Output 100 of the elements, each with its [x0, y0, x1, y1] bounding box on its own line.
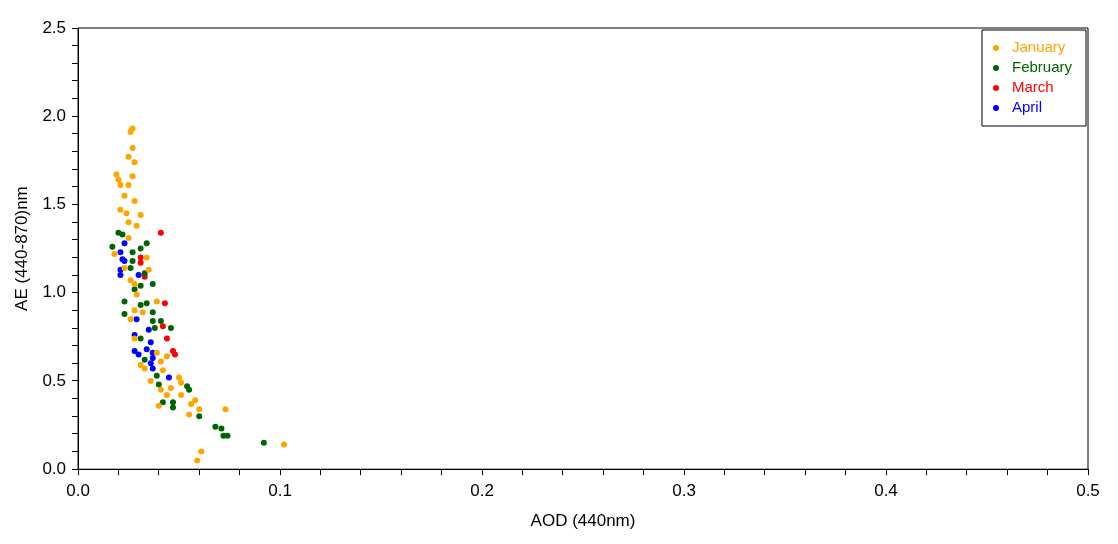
point — [153, 298, 160, 305]
point — [161, 300, 168, 307]
point — [143, 254, 150, 261]
point — [121, 298, 128, 305]
point — [137, 302, 144, 309]
point — [131, 286, 138, 293]
point — [159, 399, 166, 406]
point — [178, 379, 185, 386]
point — [137, 259, 144, 266]
point — [147, 377, 154, 384]
point — [121, 265, 128, 272]
legend-label: March — [1011, 78, 1054, 96]
point — [198, 448, 205, 455]
point — [139, 309, 146, 316]
point — [117, 182, 124, 189]
point — [137, 362, 144, 369]
point — [143, 240, 150, 247]
point — [131, 307, 138, 314]
point — [133, 222, 140, 229]
point — [129, 145, 136, 152]
point — [127, 129, 134, 136]
x-tick-label: 0.0 — [66, 481, 90, 501]
y-tick-label: 0.0 — [42, 458, 67, 478]
point — [141, 356, 148, 363]
legend-label: February — [1011, 58, 1073, 76]
point — [151, 325, 158, 332]
point — [159, 323, 166, 330]
point — [260, 439, 267, 446]
point — [137, 212, 144, 219]
point — [149, 317, 156, 324]
point — [117, 206, 124, 213]
point — [137, 335, 144, 342]
x-tick-label: 0.4 — [874, 481, 898, 501]
point — [137, 282, 144, 289]
point — [171, 351, 178, 358]
point — [131, 347, 138, 354]
point — [131, 197, 138, 204]
point — [129, 173, 136, 180]
point — [111, 250, 118, 257]
point — [141, 365, 148, 372]
point — [163, 353, 170, 360]
point — [131, 159, 138, 166]
point — [196, 406, 203, 413]
point — [167, 325, 174, 332]
point — [169, 399, 176, 406]
y-tick-label: 1.0 — [42, 282, 67, 302]
point — [192, 397, 199, 404]
point — [163, 392, 170, 399]
point — [196, 413, 203, 420]
point — [135, 351, 142, 358]
point — [133, 316, 140, 323]
point — [176, 374, 183, 381]
point — [121, 192, 128, 199]
point — [143, 300, 150, 307]
point — [165, 374, 172, 381]
point — [121, 240, 128, 247]
point — [167, 385, 174, 392]
point — [125, 153, 132, 160]
x-axis-title: AOD (440nm) — [530, 511, 636, 531]
point — [157, 229, 164, 236]
point — [133, 291, 140, 298]
point — [137, 254, 144, 261]
point — [218, 425, 225, 432]
point — [149, 365, 156, 372]
point — [159, 367, 166, 374]
point — [155, 381, 162, 388]
legend-label: April — [1011, 98, 1042, 116]
point — [127, 277, 134, 284]
y-tick-label: 2.0 — [42, 105, 67, 125]
point — [127, 316, 134, 323]
point — [222, 406, 229, 413]
point — [145, 326, 152, 333]
point — [149, 309, 156, 316]
point — [113, 171, 120, 178]
point — [117, 249, 124, 256]
point — [157, 386, 164, 393]
point — [117, 272, 124, 279]
point — [194, 457, 201, 464]
point — [169, 404, 176, 411]
point — [153, 372, 160, 379]
point — [186, 411, 193, 418]
point — [125, 235, 132, 242]
point — [125, 182, 132, 189]
y-tick-label: 2.5 — [42, 17, 67, 37]
point — [147, 360, 154, 367]
y-tick-label: 0.5 — [42, 370, 67, 390]
point — [137, 245, 144, 252]
point — [155, 402, 162, 409]
legend-label: January — [1011, 38, 1066, 56]
point — [125, 219, 132, 226]
point — [212, 423, 219, 430]
point — [131, 280, 138, 287]
point — [135, 272, 142, 279]
x-tick-label: 0.1 — [268, 481, 292, 501]
point — [178, 392, 185, 399]
point — [121, 310, 128, 317]
point — [127, 265, 134, 272]
y-axis-title: AE (440-870)nm — [11, 186, 31, 311]
point — [147, 339, 154, 346]
x-tick-label: 0.3 — [672, 481, 696, 501]
